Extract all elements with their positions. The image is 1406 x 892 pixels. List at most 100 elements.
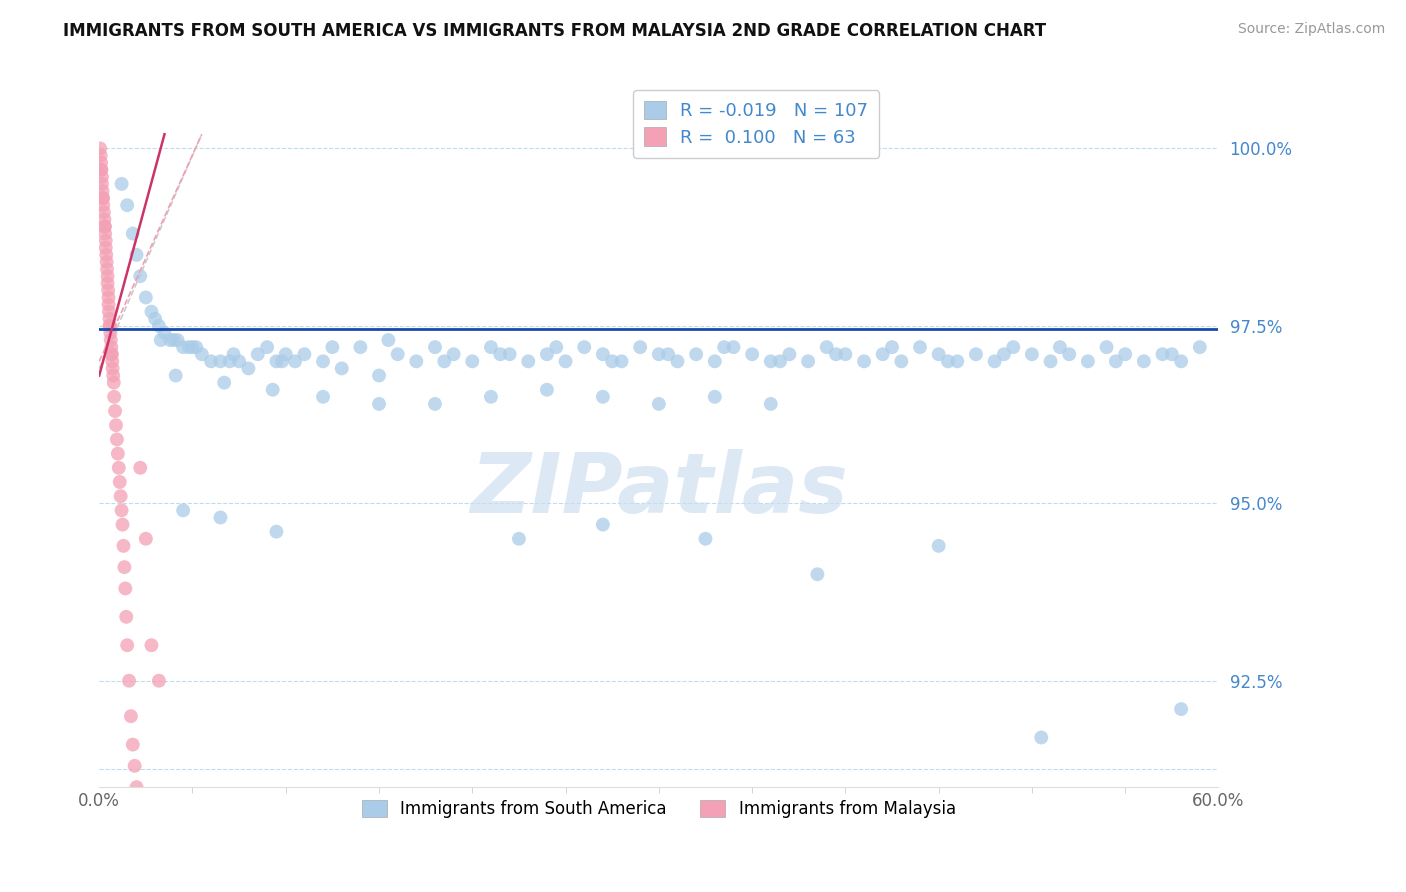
Point [965, 347, 987, 361]
Point [98, 318, 121, 333]
Point [107, 460, 129, 475]
Point [96, 255, 118, 269]
Point [100, 326, 122, 340]
Point [498, 347, 520, 361]
Point [98, 311, 121, 326]
Point [1160, 347, 1182, 361]
Point [172, 503, 194, 517]
Point [266, 354, 288, 368]
Point [110, 489, 132, 503]
Point [1021, 347, 1043, 361]
Point [222, 347, 245, 361]
Point [330, 361, 353, 376]
Point [110, 177, 132, 191]
Point [592, 390, 614, 404]
Point [928, 539, 950, 553]
Point [274, 347, 297, 361]
Point [181, 340, 204, 354]
Point [90, 155, 112, 169]
Point [111, 517, 134, 532]
Point [853, 354, 876, 368]
Point [423, 397, 446, 411]
Point [149, 333, 172, 347]
Point [228, 354, 250, 368]
Point [695, 532, 717, 546]
Point [262, 383, 284, 397]
Point [94, 219, 117, 234]
Point [125, 780, 148, 794]
Point [936, 354, 959, 368]
Point [648, 397, 671, 411]
Point [166, 333, 188, 347]
Point [946, 354, 969, 368]
Point [806, 567, 828, 582]
Point [592, 347, 614, 361]
Point [94, 234, 117, 248]
Point [165, 368, 187, 383]
Point [443, 347, 465, 361]
Point [312, 390, 335, 404]
Point [97, 277, 120, 291]
Point [148, 318, 170, 333]
Point [908, 340, 931, 354]
Point [177, 340, 200, 354]
Point [266, 524, 288, 539]
Point [536, 347, 558, 361]
Point [104, 404, 127, 418]
Point [983, 354, 1005, 368]
Point [1095, 340, 1118, 354]
Point [1133, 354, 1156, 368]
Point [1105, 354, 1128, 368]
Point [200, 354, 222, 368]
Point [546, 340, 568, 354]
Point [94, 219, 117, 234]
Point [461, 354, 484, 368]
Point [90, 148, 112, 162]
Point [159, 333, 181, 347]
Point [94, 227, 117, 241]
Point [256, 340, 278, 354]
Point [105, 433, 128, 447]
Point [143, 311, 166, 326]
Point [479, 340, 502, 354]
Point [135, 532, 157, 546]
Point [101, 354, 124, 368]
Point [574, 340, 596, 354]
Point [91, 198, 114, 212]
Point [89, 141, 111, 155]
Point [993, 347, 1015, 361]
Point [163, 333, 186, 347]
Point [648, 347, 671, 361]
Point [489, 347, 512, 361]
Point [759, 397, 782, 411]
Point [592, 517, 614, 532]
Point [321, 340, 343, 354]
Point [1170, 702, 1192, 716]
Text: Source: ZipAtlas.com: Source: ZipAtlas.com [1237, 22, 1385, 37]
Point [141, 304, 163, 318]
Point [97, 290, 120, 304]
Point [115, 638, 138, 652]
Text: IMMIGRANTS FROM SOUTH AMERICA VS IMMIGRANTS FROM MALAYSIA 2ND GRADE CORRELATION : IMMIGRANTS FROM SOUTH AMERICA VS IMMIGRA… [63, 22, 1046, 40]
Y-axis label: 2nd Grade: 2nd Grade [0, 392, 7, 473]
Point [554, 354, 576, 368]
Point [657, 347, 679, 361]
Point [125, 248, 148, 262]
Point [129, 460, 152, 475]
Point [1002, 340, 1025, 354]
Point [100, 333, 122, 347]
Point [312, 354, 335, 368]
Point [121, 738, 143, 752]
Point [153, 326, 176, 340]
Point [703, 354, 725, 368]
Point [368, 397, 391, 411]
Point [105, 418, 128, 433]
Point [703, 390, 725, 404]
Point [93, 205, 115, 219]
Point [114, 582, 136, 596]
Point [685, 347, 707, 361]
Point [778, 347, 800, 361]
Point [815, 340, 838, 354]
Point [825, 347, 848, 361]
Point [100, 347, 122, 361]
